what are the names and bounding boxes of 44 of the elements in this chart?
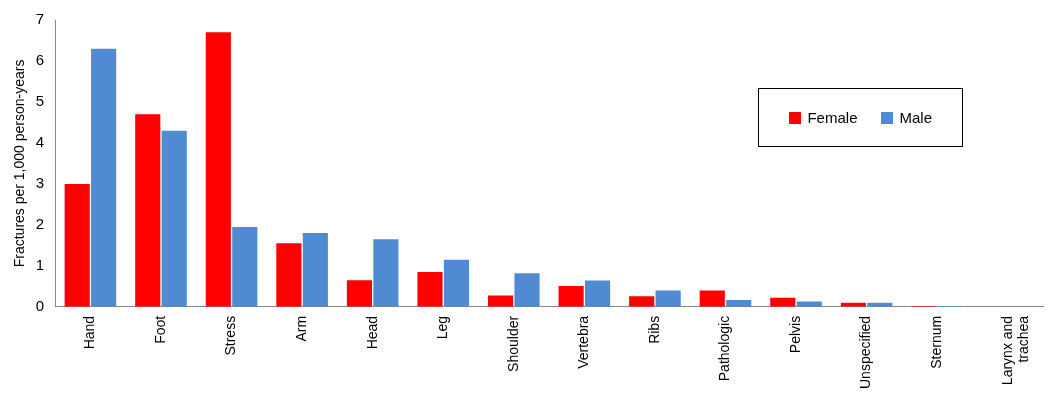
y-tick-label: 7 (35, 10, 45, 28)
x-tick-label: Stress (222, 315, 239, 356)
bar (161, 130, 187, 307)
y-tick-label: 4 (35, 133, 45, 151)
x-tick-label: Pelvis (786, 315, 803, 354)
bar (373, 239, 399, 307)
bar (558, 285, 584, 307)
x-tick-label: Shoulder (504, 315, 521, 372)
bar (487, 295, 514, 307)
y-tick-label: 2 (35, 215, 45, 233)
x-tick-label: Foot (151, 315, 168, 344)
x-tick-label: Hand (81, 315, 98, 350)
bar (135, 114, 161, 307)
x-tick-label: Unspecified (857, 315, 874, 389)
legend-label: Female (807, 109, 858, 126)
bar (514, 273, 540, 307)
bar (91, 48, 117, 307)
bar (64, 183, 90, 307)
bar (276, 243, 302, 307)
x-tick-label: Ribs (645, 315, 662, 344)
x-tick-label: Head (363, 315, 380, 350)
y-tick-label: 0 (35, 296, 45, 314)
bar (699, 290, 725, 307)
x-tick-label: Arm (292, 315, 309, 342)
y-tick-label: 5 (35, 92, 45, 110)
legend-label: Male (899, 109, 932, 126)
y-axis-title: Fractures per 1,000 person-years (11, 59, 28, 268)
bar (585, 280, 611, 307)
bar (629, 296, 655, 307)
bar (655, 290, 681, 307)
x-tick-label: Pathologic (716, 315, 733, 382)
x-tick-label: Vertebra (575, 315, 592, 369)
y-tick-label: 6 (35, 51, 45, 69)
y-tick-label: 1 (35, 256, 45, 274)
bar (346, 280, 373, 307)
x-tick-label: Sternum (928, 315, 945, 369)
bar (417, 272, 443, 307)
bar (302, 233, 328, 307)
bar (232, 226, 258, 307)
bar (443, 259, 470, 307)
x-tick-label: Leg (434, 315, 451, 340)
x-tick-label: Larynx and trachea (998, 315, 1032, 386)
y-tick-label: 3 (35, 174, 45, 192)
bar (205, 32, 231, 307)
